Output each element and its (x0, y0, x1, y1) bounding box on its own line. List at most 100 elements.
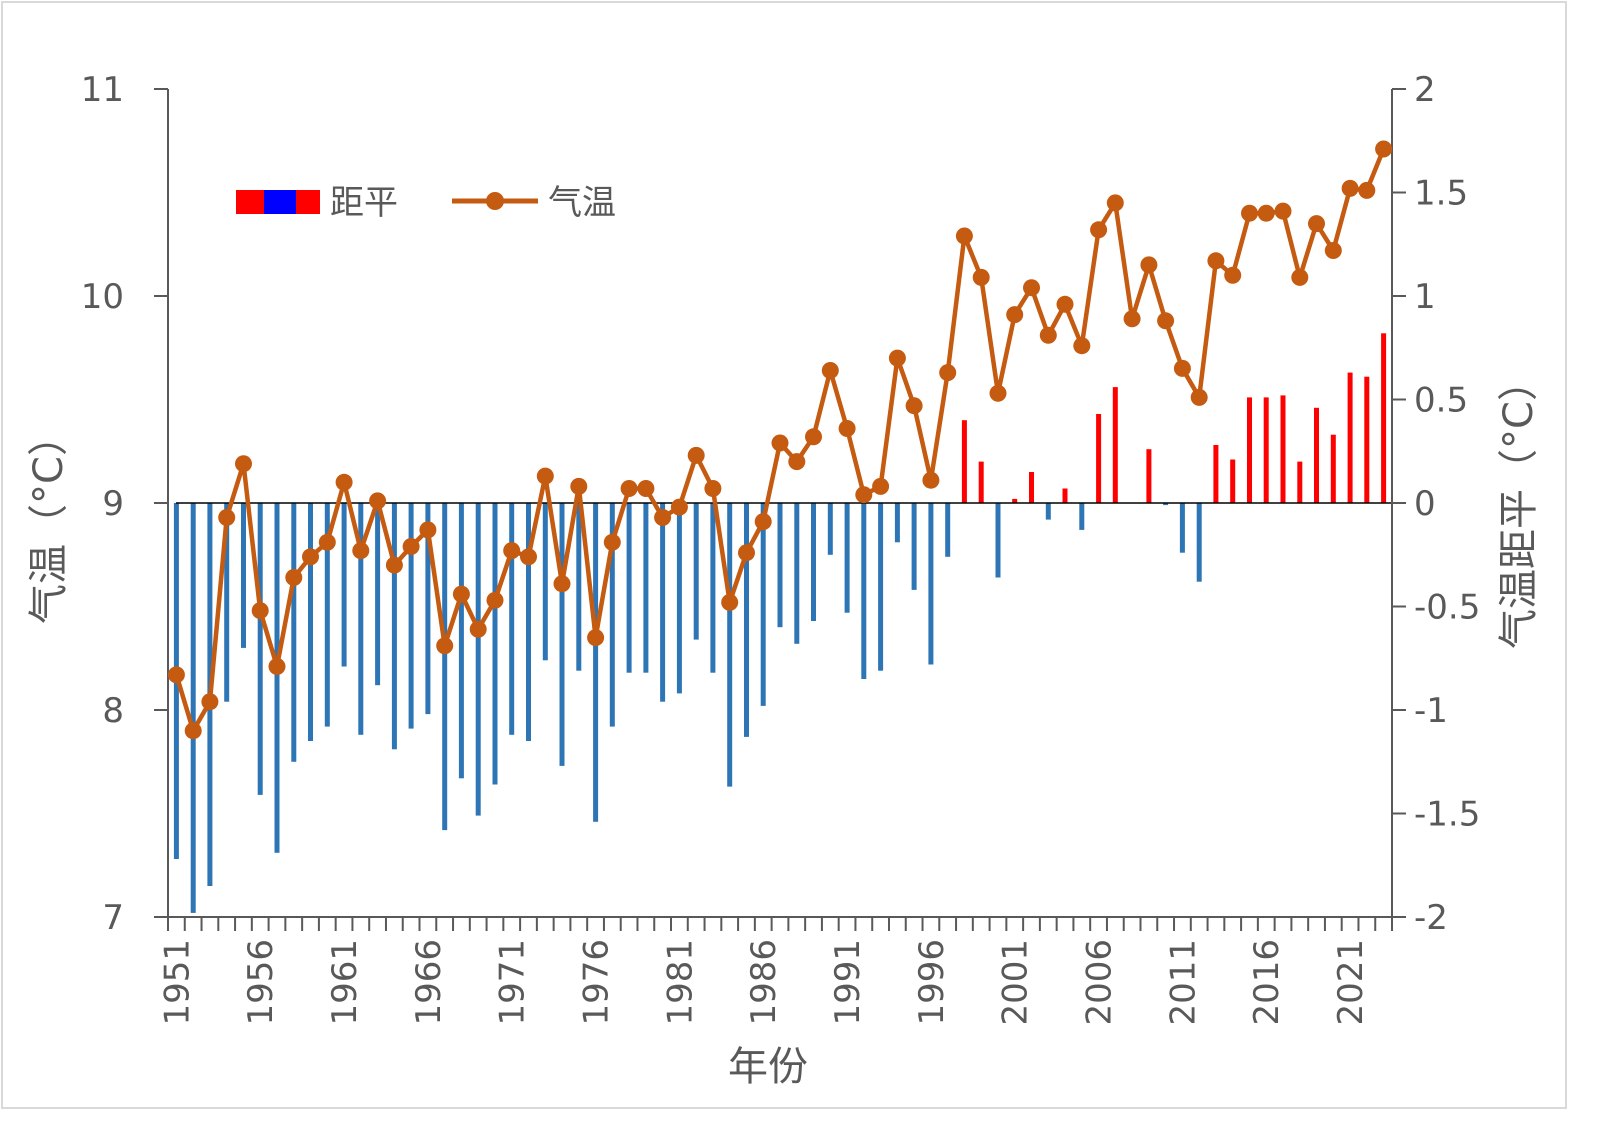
temperature-point-1972 (520, 548, 537, 566)
temperature-point-2004 (1056, 295, 1074, 313)
anomaly-bar-1967 (442, 503, 448, 831)
right-y-tick-label: -1 (1414, 691, 1448, 731)
temperature-point-1994 (888, 349, 906, 367)
left-y-axis-title: 气温（°C） (26, 416, 72, 624)
temperature-point-1993 (872, 477, 890, 495)
right-y-tick-label: 2 (1414, 70, 1436, 110)
anomaly-bar-2013 (1213, 445, 1219, 503)
x-tick-label: 1991 (828, 939, 868, 1026)
anomaly-bar-2023 (1381, 333, 1387, 503)
anomaly-bar-1952 (190, 503, 196, 913)
right-y-tick-label: -1.5 (1414, 795, 1480, 835)
anomaly-bar-2000 (995, 503, 1001, 578)
temperature-point-2023 (1375, 140, 1393, 158)
temperature-point-1987 (771, 434, 789, 452)
anomaly-bar-1975 (576, 503, 582, 671)
temperature-point-1982 (687, 446, 705, 464)
anomaly-bar-2020 (1330, 434, 1336, 503)
anomaly-bar-1979 (643, 503, 649, 673)
anomaly-bar-1989 (811, 503, 816, 621)
anomaly-bar-1972 (526, 503, 531, 741)
temperature-point-2017 (1274, 202, 1292, 220)
temperature-point-1990 (821, 362, 839, 379)
x-tick-label: 1971 (493, 939, 533, 1026)
temperature-point-1960 (318, 533, 336, 551)
left-y-tick-label: 11 (81, 70, 124, 110)
temperature-point-1964 (385, 556, 403, 574)
anomaly-bar-1976 (593, 503, 599, 822)
temperature-point-1977 (603, 533, 621, 551)
temperature-point-1961 (335, 473, 353, 491)
x-tick-label: 2006 (1080, 939, 1120, 1026)
x-tick-label: 1981 (660, 939, 700, 1026)
anomaly-bar-1991 (844, 503, 850, 613)
temperature-point-2007 (1106, 194, 1124, 212)
anomaly-bar-2007 (1112, 387, 1118, 503)
anomaly-bar-2022 (1364, 376, 1370, 503)
temperature-point-1963 (369, 492, 387, 510)
anomaly-bar-2003 (1045, 503, 1051, 520)
anomaly-bar-2010 (1163, 503, 1169, 506)
temperature-point-1979 (637, 480, 655, 497)
anomaly-bar-2019 (1314, 407, 1319, 503)
left-y-tick-label: 9 (102, 484, 124, 524)
x-tick-label: 2001 (996, 939, 1036, 1026)
anomaly-bar-1965 (408, 503, 414, 729)
temperature-point-2012 (1190, 388, 1208, 406)
anomaly-bar-1955 (241, 503, 246, 648)
temperature-point-1959 (302, 548, 319, 566)
anomaly-bar-2015 (1247, 397, 1252, 503)
anomaly-bar-2001 (1012, 498, 1018, 503)
temperature-point-1978 (620, 480, 638, 497)
anomaly-bar-1957 (274, 503, 280, 853)
anomaly-bar-1987 (777, 503, 783, 628)
temperature-point-2019 (1308, 215, 1325, 233)
anomaly-bar-1968 (458, 503, 464, 779)
legend: 距平 气温 (236, 183, 616, 223)
temperature-point-1958 (285, 569, 303, 586)
temperature-line (167, 140, 1393, 740)
x-tick-label: 1976 (577, 939, 617, 1026)
anomaly-bar-1954 (224, 503, 230, 702)
right-y-tick-label: -2 (1414, 898, 1448, 938)
anomaly-bar-1997 (945, 503, 951, 557)
temperature-point-1951 (167, 666, 185, 684)
temperature-point-1981 (670, 498, 688, 516)
anomaly-bar-1956 (257, 503, 263, 795)
anomaly-bar-1973 (542, 503, 548, 661)
anomaly-bars (173, 333, 1387, 913)
temperature-point-1968 (452, 585, 470, 603)
temperature-point-1965 (402, 538, 420, 555)
temperature-point-1967 (436, 637, 454, 655)
left-y-tick-label: 10 (81, 277, 124, 317)
anomaly-bar-2014 (1230, 459, 1236, 503)
legend-line-marker (486, 192, 504, 210)
anomaly-bar-2009 (1146, 449, 1152, 503)
temperature-point-1998 (955, 227, 973, 245)
left-y-tick-label: 7 (102, 898, 124, 938)
anomaly-bar-1980 (660, 503, 666, 702)
anomaly-bar-1974 (559, 503, 565, 766)
temperature-point-2003 (1039, 326, 1057, 344)
x-tick-label: 2016 (1247, 939, 1287, 1026)
anomaly-bar-1960 (324, 503, 330, 727)
temperature-point-1984 (721, 593, 739, 611)
anomaly-bar-1966 (425, 503, 431, 715)
anomaly-bar-1981 (676, 503, 682, 694)
x-tick-label: 2011 (1163, 939, 1203, 1026)
anomaly-bar-1984 (727, 503, 733, 787)
temperature-point-1991 (838, 420, 856, 437)
anomaly-bar-2004 (1062, 488, 1068, 503)
anomaly-bar-1993 (878, 503, 884, 671)
anomaly-bar-2017 (1280, 395, 1286, 503)
temperature-point-2022 (1358, 181, 1376, 199)
temperature-point-1962 (352, 542, 370, 560)
right-y-tick-label: 0.5 (1414, 381, 1468, 421)
anomaly-bar-1971 (509, 503, 515, 735)
right-y-tick-label: 0 (1414, 484, 1436, 524)
anomaly-bar-1964 (391, 503, 397, 750)
anomaly-bar-2011 (1179, 503, 1185, 553)
temperature-point-1989 (805, 428, 822, 446)
anomaly-bar-1992 (861, 503, 867, 679)
